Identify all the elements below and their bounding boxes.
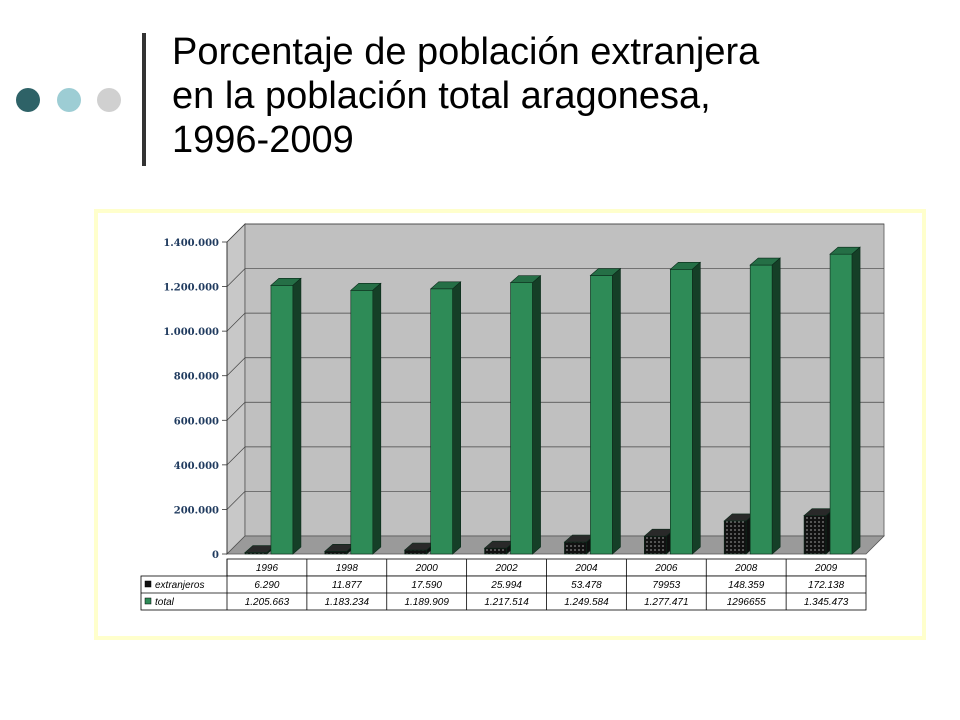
y-tick-label: 400.000 [174, 461, 219, 472]
bar-total-2006-side [692, 261, 701, 555]
category-label-2006: 2006 [654, 563, 678, 574]
legend-label-total: total [155, 597, 175, 608]
bar-extranjeros-2002-front [484, 547, 507, 555]
y-tick-label: 1.000.000 [163, 327, 219, 338]
category-label-2009: 2009 [814, 563, 838, 574]
chart-frame: 0 200.000 400.000 600.000 800.000 1.000.000 1.… [94, 209, 926, 640]
value-label-total-1996: 1.205.663 [245, 597, 290, 608]
value-label-extranjeros-2000: 17.590 [411, 580, 442, 591]
bar-total-2008-side [771, 257, 781, 555]
gridline-side [226, 402, 246, 421]
bar-total-1998-side [372, 282, 382, 555]
bar-total-2006 [669, 261, 702, 555]
value-label-extranjeros-2002: 25.994 [490, 580, 522, 591]
value-label-total-2000: 1.189.909 [404, 597, 449, 608]
title-line-3: 1996-2009 [172, 119, 354, 161]
category-label-2008: 2008 [734, 563, 758, 574]
category-label-1996: 1996 [256, 563, 279, 574]
title-line-1: Porcentaje de población extranjera [172, 31, 760, 73]
y-tick-label: 1.200.000 [163, 283, 219, 294]
gridline-side [226, 491, 246, 510]
bar-total-2000-front [430, 288, 453, 555]
gridline-side [226, 357, 246, 376]
legend-key-extranjeros [144, 580, 152, 588]
bar-total-2000-side [452, 281, 461, 555]
bar-total-2006-front [670, 269, 693, 555]
gridline-side [226, 268, 246, 287]
bar-total-2002 [509, 275, 542, 555]
bar-extranjeros-2004 [563, 534, 596, 555]
bar-total-1998-front [350, 290, 374, 555]
bar-total-1998 [350, 282, 382, 555]
value-label-extranjeros-1998: 11.877 [332, 580, 362, 591]
bar-extranjeros-2004-front [564, 541, 587, 555]
bar-extranjeros-2006 [643, 528, 676, 555]
title-line-2: en la población total aragonesa, [172, 75, 711, 117]
decor-dot-gray [97, 88, 121, 112]
bar-total-1996-front [270, 285, 294, 555]
bar-extranjeros-2006-front [644, 535, 667, 555]
value-label-total-2004: 1.249.584 [564, 597, 609, 608]
bar-total-2000 [429, 281, 462, 555]
value-label-extranjeros-2004: 53.478 [571, 580, 602, 591]
bar-total-2009-side [851, 246, 861, 555]
left-wall [226, 223, 246, 555]
bar-extranjeros-1998-front [324, 551, 348, 555]
bar-extranjeros-2008 [723, 513, 755, 555]
bar-extranjeros-2009-front [803, 515, 827, 555]
value-label-extranjeros-1996: 6.290 [254, 580, 279, 591]
category-label-2004: 2004 [574, 563, 598, 574]
gridline-side [226, 446, 246, 466]
value-label-extranjeros-2008: 148.359 [728, 580, 765, 591]
value-label-total-1998: 1.183.234 [325, 597, 370, 608]
slide-title: Porcentaje de población extranjera en la… [172, 30, 932, 162]
bar-total-2008-front [749, 264, 773, 555]
value-label-total-2002: 1.217.514 [484, 597, 529, 608]
gridline-side [226, 312, 246, 332]
y-tick-label: 200.000 [174, 505, 219, 516]
bar-total-2002-side [532, 275, 541, 555]
bar-total-1996 [270, 277, 302, 555]
value-label-extranjeros-2006: 79953 [652, 580, 680, 591]
y-tick-label: 1.400.000 [163, 238, 219, 249]
legend-key-total [144, 597, 152, 605]
value-label-total-2009: 1.345.473 [804, 597, 849, 608]
category-label-2002: 2002 [494, 563, 518, 574]
category-label-1998: 1998 [336, 563, 359, 574]
y-tick-label: 0 [212, 550, 219, 561]
value-label-total-2006: 1.277.471 [644, 597, 689, 608]
bar-total-2004-front [590, 275, 613, 555]
bar-chart: 0 200.000 400.000 600.000 800.000 1.000.000 1.… [140, 223, 885, 611]
value-label-extranjeros-2009: 172.138 [808, 580, 845, 591]
category-label-2000: 2000 [415, 563, 439, 574]
bar-total-2002-front [510, 282, 533, 555]
bar-total-2009-front [829, 253, 853, 555]
back-wall [244, 223, 885, 537]
bar-total-2004 [589, 267, 622, 555]
bar-total-1996-side [292, 277, 302, 555]
bar-extranjeros-2000-front [404, 549, 427, 555]
gridline-side [226, 223, 246, 243]
value-label-total-2008: 1296655 [727, 597, 766, 608]
legend-label-extranjeros: extranjeros [155, 580, 204, 591]
bar-extranjeros-2009 [803, 507, 835, 555]
y-tick-label: 800.000 [174, 372, 219, 383]
bar-total-2008 [749, 257, 781, 555]
decor-dot-light [57, 88, 81, 112]
title-divider [142, 33, 146, 166]
bar-total-2009 [829, 246, 861, 555]
decor-dot-dark [16, 88, 40, 112]
y-tick-label: 600.000 [174, 416, 219, 427]
bar-extranjeros-2008-front [723, 520, 747, 555]
bar-total-2004-side [612, 267, 621, 555]
